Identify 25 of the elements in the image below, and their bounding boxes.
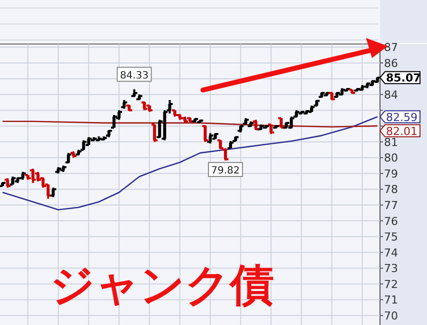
note: 84.33 (116, 66, 152, 82)
axis-label: 82.59 (379, 110, 420, 124)
axis-label: 85.07 (379, 71, 421, 85)
y-tick-label: 79 (384, 167, 398, 180)
y-tick-label: 70 (384, 310, 398, 323)
annotation: 84.33 (120, 70, 149, 82)
y-tick-label: 84 (384, 88, 398, 102)
y-tick-label: 81 (384, 136, 398, 149)
y-tick-label: 77 (384, 199, 398, 212)
y-tick-label: 78 (384, 183, 398, 196)
axis-label: 82.01 (379, 124, 420, 138)
y-tick-label: 80 (384, 152, 398, 165)
data-label: 82.59 (386, 110, 418, 124)
data-label: 82.01 (386, 124, 418, 138)
y-tick-label: 73 (384, 262, 398, 276)
note: 79.82 (208, 162, 243, 177)
text: ジャンク債 (50, 260, 274, 311)
y-tick-label: 75 (384, 230, 398, 244)
y-tick-label: 74 (384, 246, 398, 260)
annotation: 79.82 (211, 166, 240, 177)
y-tick-label: 72 (384, 278, 398, 291)
y-tick-label: 76 (384, 214, 398, 228)
y-tick-label: 86 (384, 56, 398, 70)
y-tick-label: 71 (384, 294, 398, 307)
line-series (2, 116, 378, 210)
